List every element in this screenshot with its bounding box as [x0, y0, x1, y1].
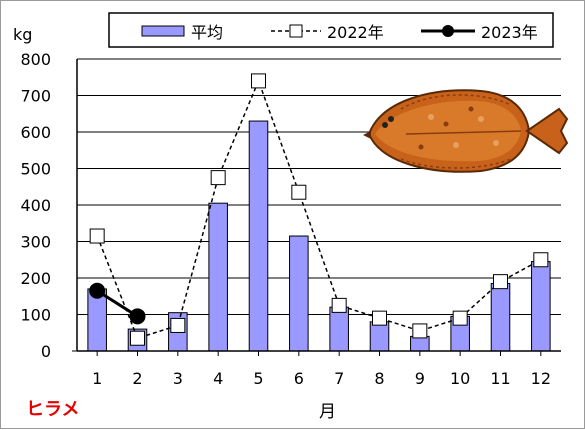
- bar: [369, 321, 390, 352]
- series-lines: [89, 73, 549, 346]
- bar: [248, 120, 269, 352]
- legend-label-average: 平均: [191, 23, 223, 42]
- point-2022: [291, 184, 307, 200]
- bar: [410, 335, 430, 352]
- bar: [208, 202, 228, 352]
- point-2022: [130, 330, 145, 346]
- y-tick-label: 700: [20, 87, 51, 106]
- point-2022: [251, 73, 266, 89]
- x-tick-label: 6: [294, 369, 304, 388]
- point-2022: [372, 310, 387, 326]
- point-2022: [210, 170, 226, 186]
- legend-swatch-average: [141, 25, 185, 37]
- y-tick-label: 800: [20, 50, 51, 69]
- gridlines: [77, 58, 561, 315]
- x-tick-label: 4: [213, 369, 223, 388]
- legend-label-2023: 2023年: [481, 23, 538, 42]
- bar: [490, 282, 511, 352]
- legend-label-2022: 2022年: [327, 23, 384, 42]
- point-2023: [129, 308, 146, 325]
- point-2022: [331, 297, 347, 313]
- legend-marker-2023: [442, 25, 454, 37]
- y-tick-label: 400: [20, 196, 51, 215]
- x-tick-label: 11: [490, 369, 510, 388]
- x-tick-label: 8: [374, 369, 384, 388]
- bar: [531, 261, 551, 352]
- y-tick-label: 600: [20, 123, 51, 142]
- point-2022: [452, 310, 468, 326]
- y-tick-label: 100: [20, 306, 51, 325]
- x-tick-label: 1: [92, 369, 102, 388]
- bar: [329, 306, 349, 352]
- y-tick-label: 500: [20, 160, 51, 179]
- point-2022: [493, 274, 508, 290]
- x-tick-label: 3: [173, 369, 183, 388]
- x-axis-label: 月: [319, 402, 336, 422]
- x-tick-label: 7: [334, 369, 344, 388]
- point-2022: [89, 228, 105, 244]
- y-axis-unit-label: kg: [13, 25, 32, 44]
- x-tick-label: 2: [132, 369, 142, 388]
- axes: [72, 59, 561, 356]
- y-tick-labels: 0 100 200 300 400 500 600 700 800: [20, 50, 51, 361]
- x-tick-label: 5: [253, 369, 263, 388]
- flounder-illustration: [363, 89, 569, 173]
- x-tick-label: 9: [415, 369, 425, 388]
- bar: [289, 235, 309, 352]
- point-2022: [412, 323, 428, 339]
- point-2022: [170, 317, 186, 333]
- point-2022: [533, 252, 549, 268]
- legend: 平均 2022年 2023年: [108, 12, 554, 48]
- x-tick-label: 12: [531, 369, 551, 388]
- legend-marker-2022: [289, 24, 303, 38]
- y-tick-label: 200: [20, 269, 51, 288]
- y-tick-label: 300: [20, 233, 51, 252]
- x-tick-labels: 1 2 3 4 5 6 7 8 9 10 11 12: [92, 369, 551, 388]
- y-tick-label: 0: [41, 342, 51, 361]
- species-label: ヒラメ: [26, 399, 79, 420]
- point-2023: [89, 282, 106, 299]
- x-tick-label: 10: [450, 369, 470, 388]
